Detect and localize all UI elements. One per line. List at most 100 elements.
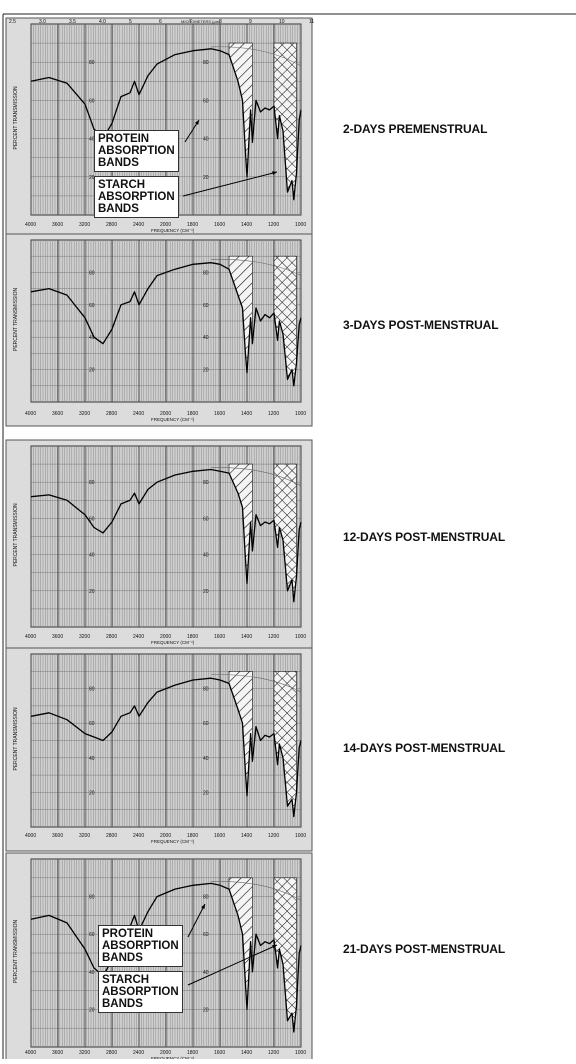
x-axis-label: FREQUENCY (CM⁻¹) (151, 839, 195, 844)
reference-curve (210, 674, 302, 693)
starch-callout-0-line3: BANDS (98, 203, 139, 215)
starch-callout-4-line2: ABSORPTION (102, 986, 179, 998)
x-tick-label: 2000 (160, 833, 171, 839)
x-axis-label: FREQUENCY (CM⁻¹) (151, 228, 195, 233)
top-tick-label: 11 (309, 19, 314, 25)
x-tick-label: 2000 (160, 1050, 171, 1056)
panel-label-2: 12-DAYS POST-MENSTRUAL (343, 530, 506, 544)
x-tick-label: 2800 (106, 1050, 117, 1056)
reference-curve (210, 46, 302, 67)
x-tick-label: 1200 (268, 411, 279, 417)
x-tick-label: 2400 (133, 1050, 144, 1056)
panel-label-1: 3-DAYS POST-MENSTRUAL (343, 318, 499, 332)
x-tick-label: 1000 (295, 1050, 306, 1056)
x-tick-label: 3600 (52, 1050, 63, 1056)
y-tick-label: 40 (89, 335, 95, 341)
y-tick-label: 40 (89, 756, 95, 762)
y-tick-label-inner: 40 (203, 756, 209, 762)
y-tick-label-inner: 80 (203, 480, 209, 486)
panel-label-4: 21-DAYS POST-MENSTRUAL (343, 942, 506, 956)
top-tick-label: 4.0 (99, 19, 106, 25)
reference-curve (210, 881, 302, 901)
x-tick-label: 2000 (160, 634, 171, 640)
y-tick-label: 60 (89, 932, 95, 938)
spectrum-panel-3: 80 80 60 60 40 40 20 20 PERCENT TRANSMISSION 4000… (5, 647, 313, 852)
top-tick-label: 3.0 (39, 19, 46, 25)
top-tick-label: 5 (129, 19, 132, 25)
x-tick-label: 2800 (106, 833, 117, 839)
y-tick-label-inner: 60 (203, 932, 209, 938)
y-axis-label: PERCENT TRANSMISSION (13, 287, 19, 351)
x-tick-label: 2800 (106, 411, 117, 417)
x-tick-label: 1600 (214, 222, 225, 228)
x-tick-label: 1800 (187, 634, 198, 640)
starch-callout-4-line3: BANDS (102, 998, 143, 1010)
y-tick-label-inner: 20 (203, 175, 209, 181)
x-tick-label: 1400 (241, 411, 252, 417)
x-tick-label: 2400 (133, 634, 144, 640)
callout-arrow (182, 171, 278, 197)
x-tick-label: 2400 (133, 833, 144, 839)
x-tick-label: 1800 (187, 411, 198, 417)
y-tick-label: 20 (89, 589, 95, 595)
y-tick-label-inner: 80 (203, 895, 209, 901)
y-tick-label: 20 (89, 175, 95, 181)
y-axis-label: PERCENT TRANSMISSION (13, 86, 19, 150)
major-grid (30, 240, 302, 402)
top-tick-label: 8 (219, 19, 222, 25)
y-tick-label-inner: 20 (203, 790, 209, 796)
panel-label-0: 2-DAYS PREMENSTRUAL (343, 122, 488, 136)
x-tick-label: 1400 (241, 833, 252, 839)
y-tick-label: 20 (89, 790, 95, 796)
protein-callout-0: PROTEIN ABSORPTION BANDS (94, 130, 179, 172)
protein-callout-4-line1: PROTEIN (102, 928, 154, 940)
y-axis-label: PERCENT TRANSMISSION (13, 919, 19, 983)
x-tick-label: 1400 (241, 222, 252, 228)
x-tick-label: 2800 (106, 634, 117, 640)
y-tick-label: 40 (89, 553, 95, 559)
y-tick-label-inner: 80 (203, 60, 209, 66)
x-tick-label: 3200 (79, 1050, 90, 1056)
y-tick-label-inner: 20 (203, 368, 209, 374)
y-tick-label: 80 (89, 687, 95, 693)
callout-arrowhead (272, 945, 277, 949)
x-tick-label: 3200 (79, 411, 90, 417)
y-tick-label-inner: 60 (203, 303, 209, 309)
x-tick-label: 1200 (268, 222, 279, 228)
y-tick-label-inner: 60 (203, 98, 209, 104)
x-tick-label: 1600 (214, 634, 225, 640)
y-tick-label: 80 (89, 60, 95, 66)
y-tick-label-inner: 20 (203, 589, 209, 595)
x-tick-label: 2400 (133, 411, 144, 417)
top-axis-label: MICROMETERS (μm) (181, 19, 221, 24)
x-tick-label: 1600 (214, 833, 225, 839)
x-tick-label: 1000 (295, 411, 306, 417)
y-tick-label: 80 (89, 480, 95, 486)
x-tick-label: 2000 (160, 411, 171, 417)
x-tick-label: 1000 (295, 833, 306, 839)
spectrum-panel-2: 80 80 60 60 40 40 20 20 PERCENT TRANSMISSION 4000… (5, 439, 313, 652)
x-tick-label: 1400 (241, 634, 252, 640)
x-tick-label: 1800 (187, 833, 198, 839)
top-tick-label: 6 (159, 19, 162, 25)
y-tick-label-inner: 40 (203, 335, 209, 341)
y-tick-label-inner: 80 (203, 270, 209, 276)
x-tick-label: 3200 (79, 634, 90, 640)
reference-curve (210, 467, 302, 487)
y-tick-label: 60 (89, 303, 95, 309)
y-tick-label: 40 (89, 970, 95, 976)
panel-label-3: 14-DAYS POST-MENSTRUAL (343, 741, 506, 755)
callout-arrowhead (272, 171, 277, 176)
top-tick-label: 10 (279, 19, 285, 25)
y-tick-label: 60 (89, 721, 95, 727)
top-tick-label: 3.5 (69, 19, 76, 25)
protein-callout-0-line3: BANDS (98, 157, 139, 169)
protein-callout-0-line2: ABSORPTION (98, 145, 175, 157)
x-tick-label: 1000 (295, 222, 306, 228)
x-tick-label: 1400 (241, 1050, 252, 1056)
x-tick-label: 1200 (268, 634, 279, 640)
protein-callout-4-line2: ABSORPTION (102, 940, 179, 952)
x-tick-label: 2800 (106, 222, 117, 228)
x-axis-label: FREQUENCY (CM⁻¹) (151, 417, 195, 422)
